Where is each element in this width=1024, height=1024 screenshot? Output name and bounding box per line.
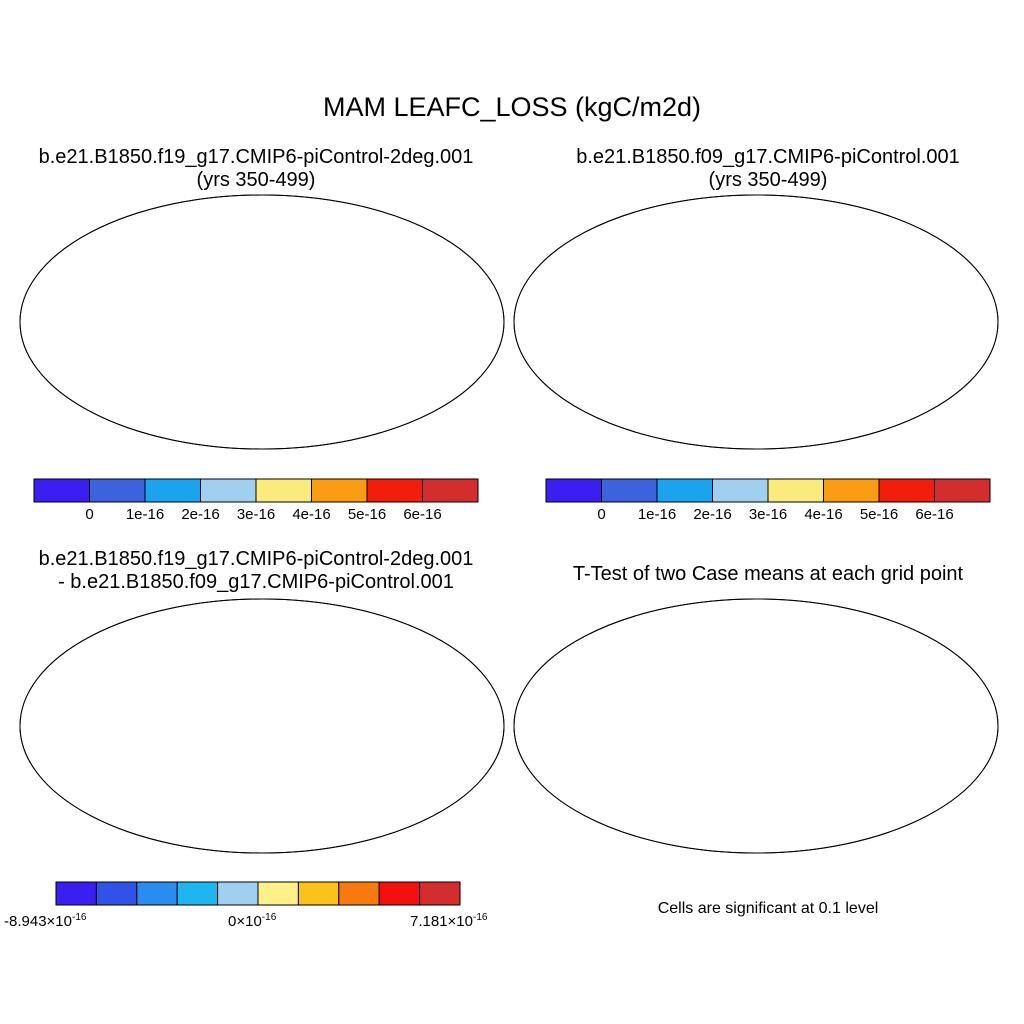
colorbar-top-right-swatch-7 [934,478,991,503]
colorbar-top-left-swatch-1 [89,478,146,503]
colorbar-bottom-left-swatch-5 [257,881,299,906]
colorbar-top-right-label-0: 0 [597,506,606,523]
colorbar-top-left-label-6: 6e-16 [403,506,442,523]
colorbar-bottom-left-swatch-3 [176,881,219,906]
panel-title-line1: b.e21.B1850.f09_g17.CMIP6-piControl.001 [576,146,960,168]
colorbar-bottom-left-swatch-9 [419,881,461,906]
colorbar-top-left-label-3: 3e-16 [236,506,276,523]
colorbar-labels-top-right: 0 1e-16 2e-16 3e-16 4e-16 5e-16 6e-16 [0,506,1024,526]
colorbar-top-right-label-5: 5e-16 [859,506,899,523]
panel-title-line2: (yrs 350-499) [708,169,828,191]
colorbar-top-left-swatch-5 [311,478,368,503]
colorbar-top-left-label-5: 5e-16 [347,506,387,523]
colorbar-bottom-left-swatch-0 [55,881,97,906]
significance-note: Cells are significant at 0.1 level [657,900,879,917]
colorbar-label-min-base: -8.943×10 [4,913,72,930]
colorbar-bottom-left [55,881,461,906]
colorbar-top-left-label-2: 2e-16 [181,506,220,523]
colorbar-label-max-base: 7.181×10 [410,913,473,930]
colorbar-top-right-label-1: 1e-16 [637,506,677,523]
panel-title-line1: b.e21.B1850.f19_g17.CMIP6-piControl-2deg… [38,146,474,168]
colorbar-top-right-swatch-3 [712,478,769,503]
colorbar-bottom-left-swatch-6 [297,881,340,906]
colorbar-label-mid-base: 0×10 [228,913,262,930]
panel-title-line2: (yrs 350-499) [196,169,316,191]
map-top-right [513,194,999,450]
colorbar-top-left-swatch-2 [144,478,201,503]
panel-title-bottom-right: T-Test of two Case means at each grid po… [572,563,964,585]
colorbar-top-right-swatch-0 [545,478,602,503]
colorbar-top-right-swatch-5 [823,478,880,503]
colorbar-top-right-swatch-1 [601,478,658,503]
colorbar-top-right-label-4: 4e-16 [804,506,843,523]
map-bottom-left [19,598,505,854]
colorbar-top-right-swatch-4 [767,478,824,503]
colorbar-top-left-swatch-3 [200,478,257,503]
figure-title: MAM LEAFC_LOSS (kgC/m2d) [322,92,702,122]
colorbar-top-right-label-2: 2e-16 [693,506,732,523]
colorbar-label-min-exp: -16 [71,912,87,923]
colorbar-top-right-label-6: 6e-16 [915,506,954,523]
colorbar-label-mid-exp: -16 [261,912,277,923]
colorbar-top-left-swatch-4 [255,478,312,503]
colorbar-label-max: 7.181×10-16 [410,912,487,930]
colorbar-labels-top-left: 0 1e-16 2e-16 3e-16 4e-16 5e-16 6e-16 [0,506,512,526]
colorbar-top-left-swatch-0 [33,478,90,503]
panel-title-top-right: b.e21.B1850.f09_g17.CMIP6-piControl.001 … [512,146,1024,192]
colorbar-bottom-left-swatch-8 [378,881,421,906]
colorbar-top-left [33,478,479,503]
map-top-left [19,194,505,450]
colorbar-top-right-swatch-2 [656,478,713,503]
colorbar-label-mid: 0×10-16 [228,912,276,930]
colorbar-label-min: -8.943×10-16 [4,912,86,930]
panel-title-top-left: b.e21.B1850.f19_g17.CMIP6-piControl-2deg… [0,146,512,192]
colorbar-bottom-left-swatch-2 [136,881,178,906]
colorbar-top-left-label-1: 1e-16 [125,506,165,523]
panel-title-line1: b.e21.B1850.f19_g17.CMIP6-piControl-2deg… [38,548,474,570]
colorbar-top-right-label-3: 3e-16 [748,506,788,523]
colorbar-top-right-swatch-6 [878,478,935,503]
colorbar-top-left-swatch-7 [422,478,479,503]
map-bottom-right [513,598,999,854]
colorbar-top-left-swatch-6 [366,478,423,503]
colorbar-bottom-left-swatch-7 [338,881,380,906]
colorbar-bottom-left-swatch-1 [95,881,138,906]
panel-title-line2: - b.e21.B1850.f09_g17.CMIP6-piControl.00… [58,571,454,593]
colorbar-bottom-left-swatch-4 [217,881,259,906]
colorbar-top-left-label-0: 0 [85,506,94,523]
colorbar-label-max-exp: -16 [472,912,488,923]
panel-title-bottom-left: b.e21.B1850.f19_g17.CMIP6-piControl-2deg… [0,548,512,594]
colorbar-top-right [545,478,991,503]
colorbar-top-left-label-4: 4e-16 [292,506,331,523]
